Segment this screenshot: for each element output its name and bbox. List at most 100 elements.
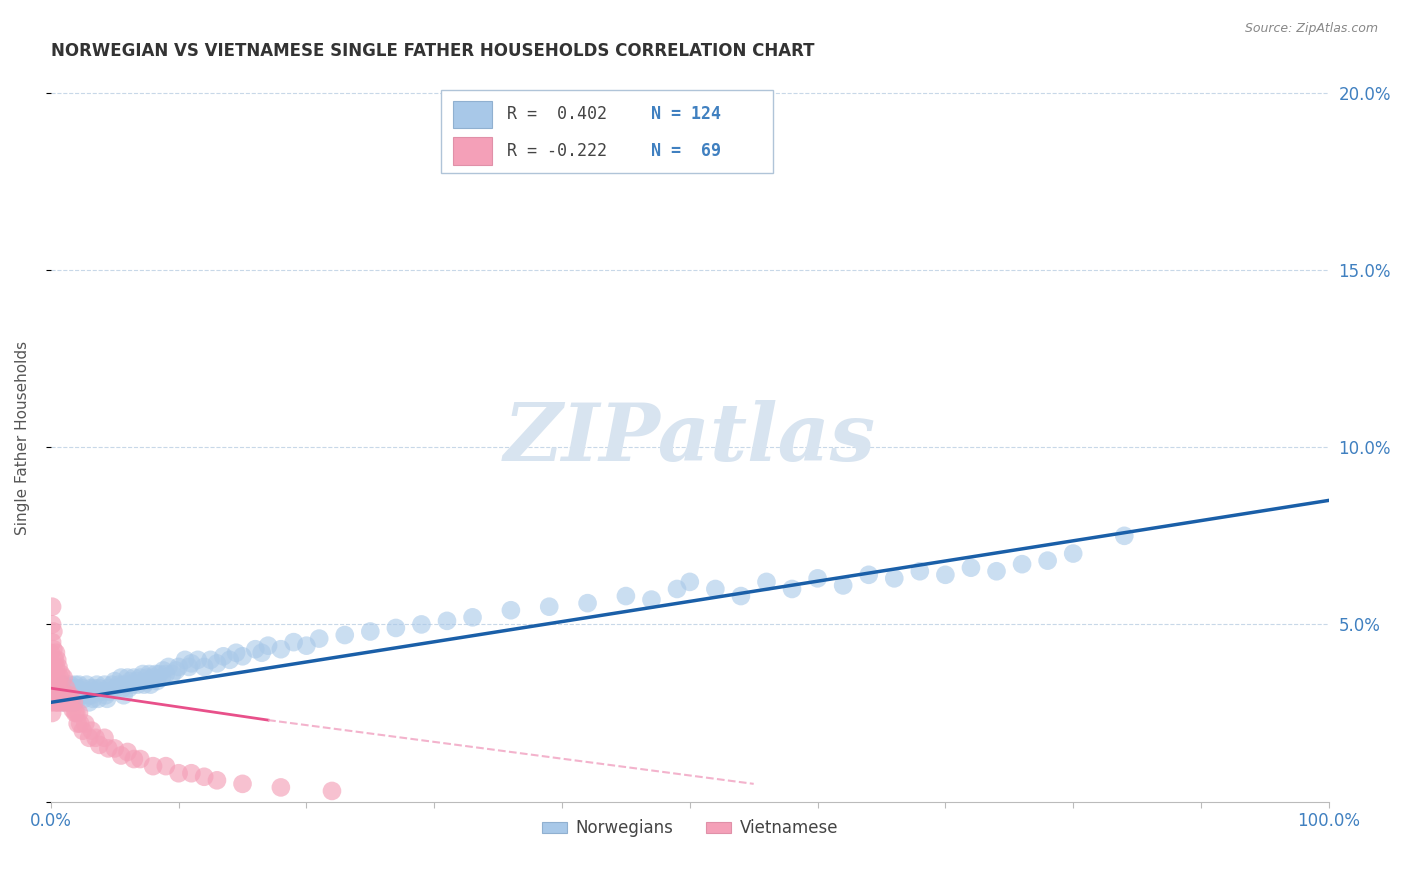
Point: [1062, 547, 1084, 561]
Point: [79, 681, 101, 696]
Point: [218, 653, 240, 667]
Point: [41, 635, 63, 649]
Point: [65, 706, 87, 720]
Point: [832, 578, 855, 592]
Point: [155, 759, 177, 773]
FancyBboxPatch shape: [440, 90, 773, 173]
Point: [39, 678, 62, 692]
Point: [46, 671, 69, 685]
Point: [45, 660, 67, 674]
Point: [97, 681, 120, 696]
Point: [63, 706, 86, 720]
Point: [77, 731, 100, 745]
Point: [174, 653, 197, 667]
Point: [51, 695, 73, 709]
Point: [270, 642, 292, 657]
Point: [142, 759, 165, 773]
Point: [77, 688, 100, 702]
Point: [538, 599, 561, 614]
Point: [86, 678, 108, 692]
Point: [75, 716, 97, 731]
Point: [56, 688, 79, 702]
Point: [167, 766, 190, 780]
Point: [96, 691, 118, 706]
Point: [42, 688, 65, 702]
Point: [139, 678, 162, 692]
Point: [122, 752, 145, 766]
Point: [44, 671, 66, 685]
Point: [93, 731, 115, 745]
Point: [359, 624, 381, 639]
Point: [75, 684, 97, 698]
Point: [111, 681, 134, 696]
Point: [807, 571, 830, 585]
Point: [858, 567, 880, 582]
Point: [56, 688, 79, 702]
Point: [150, 671, 173, 685]
Point: [55, 681, 77, 696]
Point: [117, 671, 139, 685]
Point: [87, 691, 110, 706]
Point: [77, 695, 100, 709]
Point: [960, 560, 983, 574]
Point: [205, 773, 228, 788]
Point: [59, 688, 82, 702]
Point: [69, 716, 91, 731]
Point: [180, 766, 202, 780]
Point: [46, 688, 69, 702]
Point: [730, 589, 752, 603]
Point: [42, 660, 65, 674]
Point: [112, 688, 135, 702]
Point: [41, 706, 63, 720]
Point: [76, 678, 98, 692]
Point: [49, 681, 72, 696]
Point: [49, 667, 72, 681]
Point: [614, 589, 637, 603]
Point: [146, 674, 169, 689]
Point: [145, 667, 167, 681]
Point: [461, 610, 484, 624]
Point: [127, 678, 149, 692]
Point: [187, 653, 209, 667]
Point: [120, 674, 142, 689]
Point: [1011, 557, 1033, 571]
Point: [52, 671, 75, 685]
Point: [499, 603, 522, 617]
Point: [52, 688, 75, 702]
Point: [51, 688, 73, 702]
Point: [148, 667, 170, 681]
Point: [67, 684, 90, 698]
Point: [105, 681, 128, 696]
Point: [640, 592, 662, 607]
Point: [883, 571, 905, 585]
Point: [66, 691, 89, 706]
Point: [60, 681, 83, 696]
Point: [62, 702, 84, 716]
Point: [72, 681, 94, 696]
Point: [45, 646, 67, 660]
Text: R =  0.402: R = 0.402: [508, 105, 607, 123]
Point: [56, 695, 79, 709]
Point: [41, 617, 63, 632]
Point: [129, 752, 152, 766]
Point: [134, 678, 156, 692]
Point: [225, 646, 247, 660]
Point: [41, 599, 63, 614]
Point: [65, 688, 87, 702]
Point: [576, 596, 599, 610]
Point: [51, 695, 73, 709]
Point: [245, 642, 267, 657]
Point: [39, 688, 62, 702]
Point: [755, 574, 778, 589]
Point: [114, 678, 136, 692]
FancyBboxPatch shape: [453, 137, 492, 164]
Point: [84, 731, 107, 745]
Y-axis label: Single Father Households: Single Father Households: [15, 342, 30, 535]
Point: [165, 664, 187, 678]
Text: R = -0.222: R = -0.222: [508, 142, 607, 160]
Point: [94, 688, 117, 702]
Point: [89, 738, 111, 752]
Point: [1036, 554, 1059, 568]
Point: [72, 723, 94, 738]
Point: [780, 582, 803, 596]
